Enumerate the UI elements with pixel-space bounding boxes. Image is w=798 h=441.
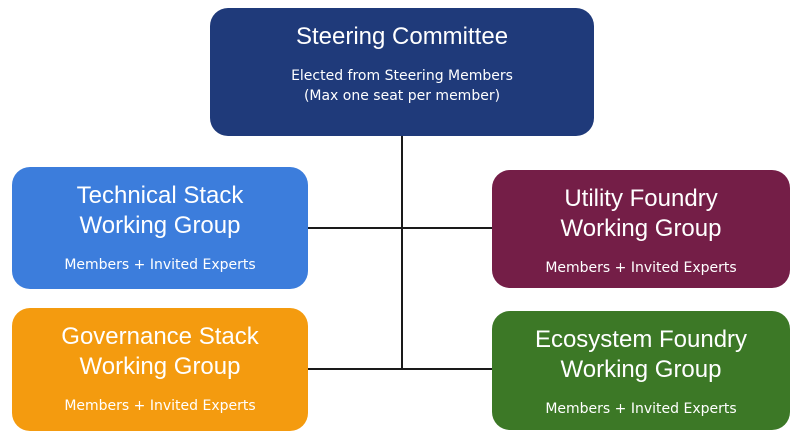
technical-stack-working-group-box: Technical Stack Working Group Members + … — [12, 167, 308, 289]
governance-stack-title: Governance Stack Working Group — [12, 322, 308, 382]
technical-title-line2: Working Group — [79, 212, 241, 239]
ecosystem-title-line1: Ecosystem Foundry — [534, 326, 748, 353]
utility-title-line1: Utility Foundry — [564, 185, 718, 212]
technical-stack-members: Members + Invited Experts — [64, 257, 256, 273]
ecosystem-title-line2: Working Group — [560, 356, 722, 383]
utility-foundry-working-group-box: Utility Foundry Working Group Members + … — [492, 170, 790, 288]
ecosystem-foundry-working-group-box: Ecosystem Foundry Working Group Members … — [492, 311, 790, 430]
governance-stack-working-group-box: Governance Stack Working Group Members +… — [12, 308, 308, 431]
steering-committee-title: Steering Committee — [295, 23, 509, 50]
utility-title-line2: Working Group — [560, 215, 722, 242]
steering-committee-subtitle: Elected from Steering Members (Max one s… — [210, 66, 594, 106]
steering-subtitle-line2: (Max one seat per member) — [303, 88, 501, 104]
ecosystem-foundry-title: Ecosystem Foundry Working Group — [492, 325, 790, 385]
utility-foundry-title: Utility Foundry Working Group — [492, 184, 790, 244]
ecosystem-foundry-members: Members + Invited Experts — [545, 401, 737, 417]
utility-foundry-members: Members + Invited Experts — [545, 260, 737, 276]
governance-title-line2: Working Group — [79, 353, 241, 380]
technical-stack-title: Technical Stack Working Group — [12, 181, 308, 241]
technical-title-line1: Technical Stack — [76, 182, 244, 209]
governance-title-line1: Governance Stack — [61, 323, 259, 350]
governance-stack-members: Members + Invited Experts — [64, 398, 256, 414]
steering-subtitle-line1: Elected from Steering Members — [291, 68, 513, 84]
steering-committee-box: Steering Committee Elected from Steering… — [210, 8, 594, 136]
